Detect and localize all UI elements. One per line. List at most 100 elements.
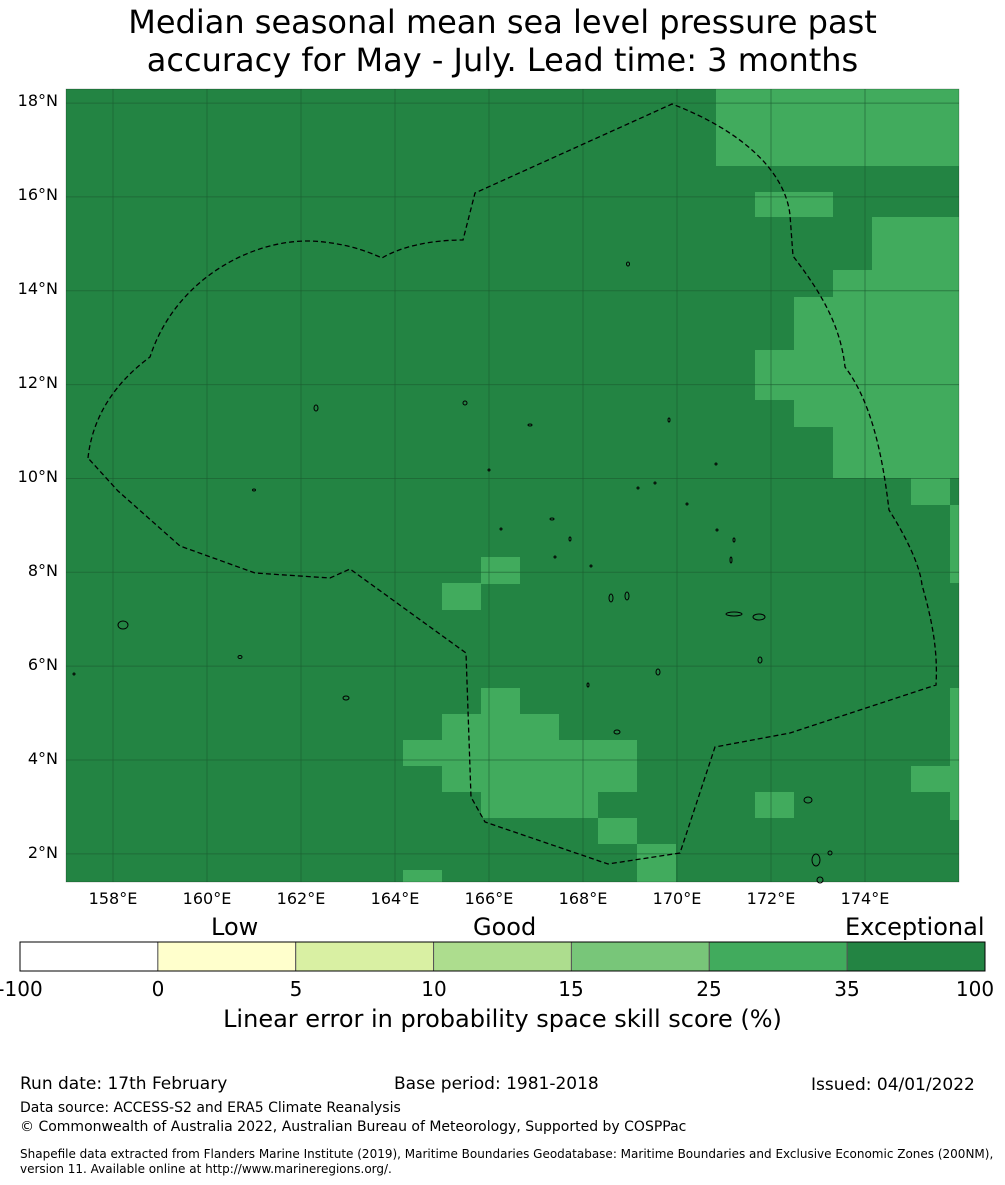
lon-label-174: 174°E — [840, 889, 890, 908]
island-outline — [117, 620, 129, 630]
island-outline — [827, 850, 833, 856]
issued-date: Issued: 04/01/2022 — [811, 1075, 975, 1095]
legend-colorbar — [19, 941, 986, 972]
very-good-patch — [442, 714, 559, 741]
island-outline — [653, 481, 657, 485]
very-good-patch — [872, 217, 959, 270]
legend-title: Linear error in probability space skill … — [223, 1005, 782, 1033]
shapefile-credit-line-1: Shapefile data extracted from Flanders M… — [20, 1147, 994, 1161]
very-good-patch — [442, 766, 637, 792]
legend-tick: 100 — [955, 977, 995, 1001]
very-good-patch — [794, 297, 959, 350]
island-outline — [636, 486, 640, 490]
very-good-patch — [716, 89, 959, 166]
very-good-patch — [755, 792, 794, 818]
island-outline — [527, 423, 533, 427]
legend-swatch — [433, 941, 572, 972]
lon-label-164: 164°E — [370, 889, 420, 908]
legend-swatch — [708, 941, 848, 972]
island-outline — [757, 656, 763, 664]
lat-label-12: 12°N — [17, 373, 58, 392]
map-frame — [65, 88, 960, 883]
lat-label-18: 18°N — [17, 91, 58, 110]
lat-label-2: 2°N — [27, 843, 58, 862]
very-good-patch — [637, 844, 676, 882]
very-good-patch — [481, 792, 598, 818]
very-good-patch — [833, 270, 959, 297]
lat-label-4: 4°N — [27, 749, 58, 768]
legend-swatch — [846, 941, 986, 972]
legend-category-low: Low — [211, 913, 259, 941]
island-outline — [626, 261, 630, 267]
island-outline — [586, 682, 590, 688]
legend-swatch — [570, 941, 710, 972]
copyright: © Commonwealth of Australia 2022, Austra… — [20, 1119, 687, 1135]
island-outline — [72, 672, 76, 676]
island-outline — [816, 876, 824, 884]
skill-map — [65, 88, 960, 884]
island-outline — [667, 417, 671, 423]
title-line-2: accuracy for May - July. Lead time: 3 mo… — [146, 41, 859, 79]
legend-tick: 15 — [558, 977, 584, 1001]
legend-swatch — [295, 941, 435, 972]
legend-category-good: Good — [473, 913, 537, 941]
island-outline — [237, 655, 243, 659]
island-outline — [752, 613, 766, 621]
legend-tick: 10 — [421, 977, 447, 1001]
lon-label-168: 168°E — [558, 889, 608, 908]
legend-swatch — [157, 941, 297, 972]
eez-boundary — [87, 103, 938, 865]
lat-label-6: 6°N — [27, 655, 58, 674]
lat-label-16: 16°N — [17, 185, 58, 204]
very-good-patch — [442, 583, 481, 610]
data-source: Data source: ACCESS-S2 and ERA5 Climate … — [20, 1100, 401, 1116]
lat-label-8: 8°N — [27, 561, 58, 580]
very-good-patch — [481, 557, 520, 584]
island-outline — [549, 517, 555, 521]
very-good-patch — [911, 766, 950, 792]
island-outline — [487, 468, 491, 472]
island-outline — [715, 528, 719, 532]
island-outline — [462, 400, 468, 406]
island-outline — [685, 502, 689, 506]
very-good-patch — [755, 350, 959, 400]
island-outline — [313, 404, 319, 412]
island-outline — [729, 556, 733, 564]
shapefile-credit-line-2: version 11. Available online at http://w… — [20, 1162, 392, 1176]
very-good-patch — [794, 400, 959, 427]
run-date: Run date: 17th February — [20, 1074, 228, 1094]
very-good-patch — [598, 818, 637, 844]
island-outline — [655, 668, 661, 676]
legend-swatch — [19, 941, 159, 972]
very-good-patch — [950, 505, 959, 583]
island-outline — [553, 555, 557, 559]
island-outline — [811, 853, 821, 867]
base-period: Base period: 1981-2018 — [394, 1074, 599, 1094]
island-outline — [803, 796, 813, 804]
island-outline — [568, 536, 572, 542]
island-outline — [589, 564, 593, 568]
title-line-1: Median seasonal mean sea level pressure … — [128, 3, 877, 41]
lon-label-166: 166°E — [464, 889, 514, 908]
lon-label-162: 162°E — [276, 889, 326, 908]
island-outline — [252, 488, 256, 492]
legend-tick: -100 — [0, 977, 43, 1001]
very-good-patch — [833, 427, 959, 478]
very-good-patch — [403, 870, 442, 882]
island-outline — [624, 591, 630, 601]
very-good-patch — [755, 192, 833, 217]
legend-tick: 5 — [289, 977, 303, 1001]
island-outline — [342, 695, 350, 701]
legend-tick: 0 — [151, 977, 165, 1001]
very-good-patch — [481, 688, 520, 715]
very-good-patch — [911, 478, 950, 505]
lon-label-160: 160°E — [182, 889, 232, 908]
very-good-patch — [403, 740, 637, 766]
island-outline — [714, 462, 718, 466]
legend-tick: 35 — [834, 977, 860, 1001]
very-good-patch — [950, 688, 959, 820]
island-outline — [499, 527, 503, 531]
legend-tick: 25 — [696, 977, 722, 1001]
legend-category-exceptional: Exceptional — [845, 913, 985, 941]
